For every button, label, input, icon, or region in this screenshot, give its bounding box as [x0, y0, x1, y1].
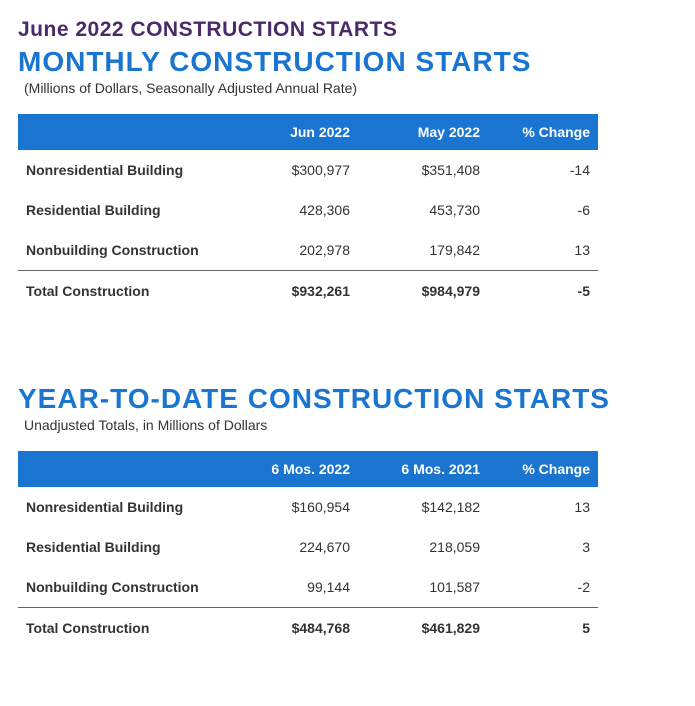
- row-value: $484,768: [228, 608, 358, 649]
- table-row: Nonresidential Building $300,977 $351,40…: [18, 150, 598, 190]
- monthly-subtitle: (Millions of Dollars, Seasonally Adjuste…: [24, 80, 677, 96]
- row-value: 179,842: [358, 230, 488, 271]
- row-label: Nonresidential Building: [18, 487, 228, 527]
- row-value: $300,977: [228, 150, 358, 190]
- table-row: Nonbuilding Construction 202,978 179,842…: [18, 230, 598, 271]
- row-value: $160,954: [228, 487, 358, 527]
- ytd-subtitle: Unadjusted Totals, in Millions of Dollar…: [24, 417, 677, 433]
- row-value: -6: [488, 190, 598, 230]
- row-value: 101,587: [358, 567, 488, 608]
- row-value: $142,182: [358, 487, 488, 527]
- row-value: -14: [488, 150, 598, 190]
- table-row: Nonbuilding Construction 99,144 101,587 …: [18, 567, 598, 608]
- row-value: 5: [488, 608, 598, 649]
- row-label: Residential Building: [18, 527, 228, 567]
- row-value: $351,408: [358, 150, 488, 190]
- row-label: Nonresidential Building: [18, 150, 228, 190]
- monthly-section-title: MONTHLY CONSTRUCTION STARTS: [18, 46, 677, 78]
- row-value: 13: [488, 487, 598, 527]
- ytd-col-header-change: % Change: [488, 451, 598, 487]
- row-value: -5: [488, 271, 598, 312]
- table-row: Residential Building 224,670 218,059 3: [18, 527, 598, 567]
- row-value: $932,261: [228, 271, 358, 312]
- ytd-section-title: YEAR-TO-DATE CONSTRUCTION STARTS: [18, 383, 677, 415]
- row-value: 13: [488, 230, 598, 271]
- page-title: June 2022 CONSTRUCTION STARTS: [18, 18, 677, 42]
- table-row: Nonresidential Building $160,954 $142,18…: [18, 487, 598, 527]
- row-label: Residential Building: [18, 190, 228, 230]
- row-value: $984,979: [358, 271, 488, 312]
- row-label: Nonbuilding Construction: [18, 567, 228, 608]
- ytd-col-header-current: 6 Mos. 2022: [228, 451, 358, 487]
- ytd-header-row: 6 Mos. 2022 6 Mos. 2021 % Change: [18, 451, 598, 487]
- row-label: Total Construction: [18, 271, 228, 312]
- ytd-col-header-prior: 6 Mos. 2021: [358, 451, 488, 487]
- row-value: -2: [488, 567, 598, 608]
- row-value: 99,144: [228, 567, 358, 608]
- monthly-col-header-blank: [18, 114, 228, 150]
- row-value: 3: [488, 527, 598, 567]
- monthly-col-header-prior: May 2022: [358, 114, 488, 150]
- table-row: Residential Building 428,306 453,730 -6: [18, 190, 598, 230]
- monthly-table: Jun 2022 May 2022 % Change Nonresidentia…: [18, 114, 598, 311]
- row-value: 453,730: [358, 190, 488, 230]
- ytd-col-header-blank: [18, 451, 228, 487]
- row-value: 202,978: [228, 230, 358, 271]
- monthly-header-row: Jun 2022 May 2022 % Change: [18, 114, 598, 150]
- row-value: 428,306: [228, 190, 358, 230]
- monthly-total-row: Total Construction $932,261 $984,979 -5: [18, 271, 598, 312]
- monthly-col-header-current: Jun 2022: [228, 114, 358, 150]
- monthly-col-header-change: % Change: [488, 114, 598, 150]
- row-label: Total Construction: [18, 608, 228, 649]
- row-label: Nonbuilding Construction: [18, 230, 228, 271]
- row-value: 218,059: [358, 527, 488, 567]
- ytd-table: 6 Mos. 2022 6 Mos. 2021 % Change Nonresi…: [18, 451, 598, 648]
- ytd-total-row: Total Construction $484,768 $461,829 5: [18, 608, 598, 649]
- row-value: 224,670: [228, 527, 358, 567]
- row-value: $461,829: [358, 608, 488, 649]
